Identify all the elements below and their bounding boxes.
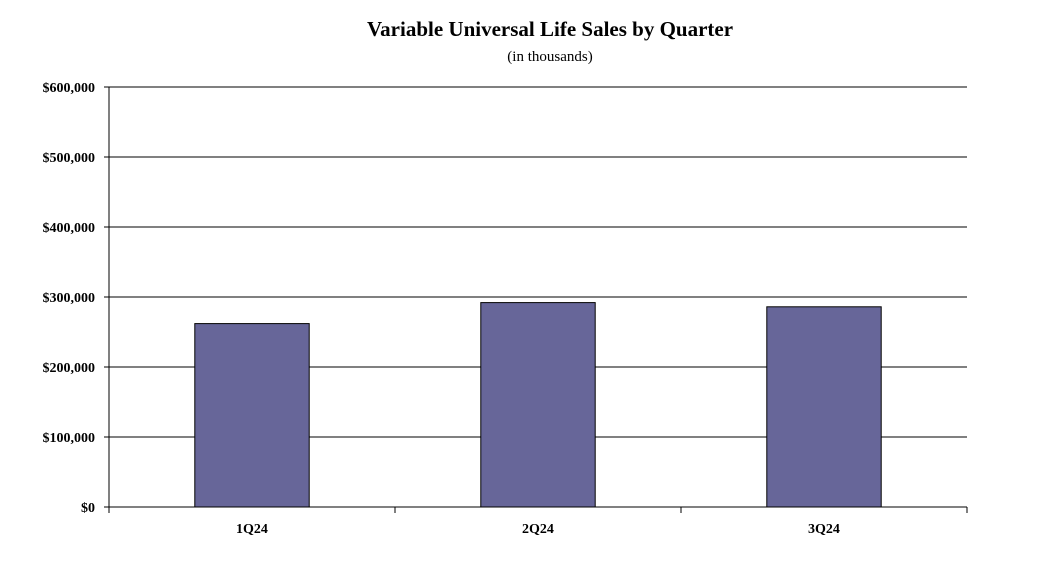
y-tick-label: $600,000 — [43, 81, 96, 96]
y-tick-label: $500,000 — [43, 151, 96, 166]
bar-3q24 — [766, 306, 882, 508]
x-tick-label: 3Q24 — [808, 522, 840, 537]
x-tick-label: 2Q24 — [522, 522, 554, 537]
y-tick-label: $0 — [81, 501, 95, 516]
y-tick-label: $100,000 — [43, 431, 96, 446]
chart-title: Variable Universal Life Sales by Quarter — [366, 17, 734, 41]
y-tick-label: $300,000 — [43, 291, 96, 306]
chart-subtitle: (in thousands) — [507, 49, 593, 65]
x-tick-label: 1Q24 — [236, 522, 268, 537]
y-tick-label: $200,000 — [43, 361, 96, 376]
bars — [194, 302, 882, 508]
bar-1q24 — [194, 323, 310, 508]
axes — [104, 86, 968, 513]
bar-2q24 — [480, 302, 596, 508]
tick-labels: $0 $100,000 $200,000 $300,000 $400,000 $500,0… — [43, 81, 840, 537]
y-tick-label: $400,000 — [43, 221, 96, 236]
